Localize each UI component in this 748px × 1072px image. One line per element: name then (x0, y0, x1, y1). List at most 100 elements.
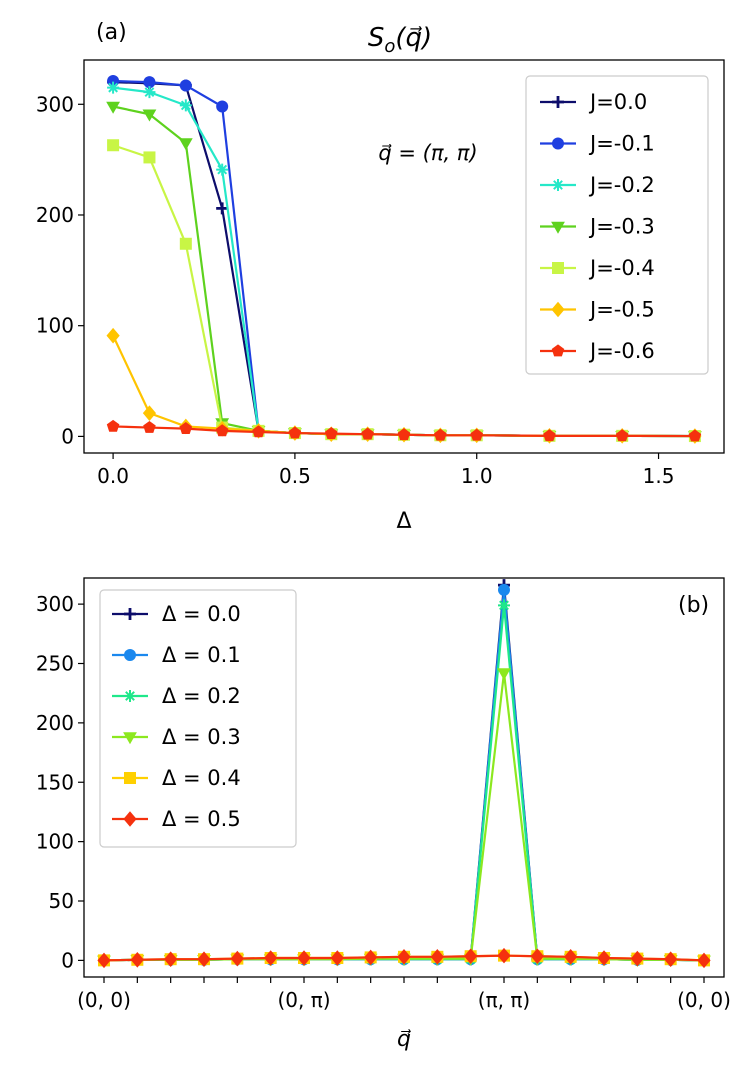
y-tick-label: 50 (49, 889, 74, 913)
data-point (564, 949, 578, 965)
panel-a-annotation: q⃗ = (π, π) (378, 141, 477, 165)
legend-marker (123, 811, 137, 827)
data-point (498, 583, 510, 596)
legend-marker (551, 301, 565, 318)
data-point (464, 948, 478, 965)
panel-b-xlabel: q⃗ (397, 1027, 411, 1052)
data-point (543, 429, 556, 442)
data-point (530, 948, 544, 965)
legend-label: J=-0.4 (588, 256, 655, 280)
legend-label: J=-0.6 (588, 339, 655, 363)
y-tick-label: 150 (36, 770, 74, 794)
y-tick-label: 300 (36, 92, 74, 116)
legend-label: J=-0.2 (588, 173, 655, 197)
x-tick-label: (0, 0) (77, 988, 131, 1012)
legend-label: Δ = 0.5 (162, 807, 241, 831)
data-point (130, 951, 144, 968)
data-point (179, 99, 192, 112)
data-point (143, 151, 156, 164)
data-point (688, 429, 702, 442)
panel-b-label: (b) (678, 593, 709, 618)
data-point (179, 237, 192, 250)
x-tick-label: 1.0 (461, 464, 493, 488)
data-point (697, 952, 711, 969)
data-point (397, 428, 411, 441)
y-tick-label: 200 (36, 711, 74, 735)
legend-marker (123, 732, 137, 745)
y-tick-label: 250 (36, 652, 74, 676)
x-tick-label: (0, π) (277, 988, 330, 1012)
panel-a-title: So(q⃗) (368, 23, 432, 57)
legend-label: J=-0.5 (588, 298, 655, 322)
data-point (106, 419, 120, 432)
panel-a-axes-frame (83, 59, 725, 454)
data-point (664, 951, 678, 967)
legend-marker (124, 690, 136, 702)
panel-a-label: (a) (96, 20, 127, 45)
data-point (497, 947, 511, 964)
legend-marker (552, 137, 564, 150)
legend-marker (552, 96, 564, 108)
legend-label: Δ = 0.2 (162, 684, 241, 708)
series-line (113, 425, 695, 438)
legend-marker (552, 262, 564, 274)
data-point (142, 405, 157, 421)
data-point (597, 950, 611, 966)
x-tick-label: (0, 0) (677, 988, 731, 1012)
x-tick-label: 0.0 (97, 464, 129, 488)
panel-b-legend-frame (99, 589, 297, 848)
data-point (498, 599, 510, 612)
data-point (216, 202, 229, 215)
data-point (97, 952, 111, 969)
panel-a-legend: J=0.0 J=-0.1 J=-0.2 J=-0.3 J=-0.4 J=-0.5 J=-0.… (525, 75, 709, 375)
legend-marker (551, 344, 565, 357)
data-point (179, 422, 193, 434)
y-tick-label: 200 (36, 203, 74, 227)
data-point (143, 76, 156, 89)
legend-marker (124, 772, 136, 784)
data-point (364, 949, 378, 966)
panel-a: (a) So(q⃗) 0 100 200 300 0.0 0.5 1.0 1.5 q⃗ = … (36, 20, 725, 534)
x-tick-label: 0.5 (279, 464, 311, 488)
data-point (216, 100, 229, 113)
data-point (179, 79, 192, 92)
data-point (142, 109, 157, 122)
data-point (106, 101, 120, 114)
data-point (330, 950, 344, 966)
legend-marker (551, 221, 565, 234)
data-point (197, 951, 211, 967)
data-point (470, 428, 483, 441)
data-point (630, 950, 644, 967)
data-point (215, 424, 229, 437)
x-tick-label: 1.5 (643, 464, 675, 488)
data-point (497, 668, 511, 681)
legend-label: Δ = 0.0 (162, 602, 241, 626)
panel-a-legend-frame (525, 75, 709, 375)
legend-label: J=-0.3 (588, 215, 655, 239)
legend-marker (124, 649, 136, 661)
data-point (264, 950, 278, 966)
legend-label: J=-0.1 (588, 132, 655, 156)
data-point (434, 428, 447, 441)
legend-label: J=0.0 (588, 90, 647, 114)
data-point (216, 163, 229, 176)
y-tick-label: 100 (36, 830, 74, 854)
data-point (107, 81, 120, 94)
data-point (107, 139, 120, 152)
y-tick-label: 100 (36, 314, 74, 338)
series-6 (97, 947, 711, 969)
data-point (615, 429, 629, 442)
panel-b-legend: Δ = 0.0 Δ = 0.1 Δ = 0.2 Δ = 0.3 Δ = 0.4 Δ = 0… (99, 589, 297, 848)
data-point (361, 427, 374, 440)
data-point (297, 950, 311, 966)
data-point (178, 138, 193, 151)
legend-label: Δ = 0.1 (162, 643, 241, 667)
series-7 (106, 419, 702, 442)
data-point (252, 425, 265, 438)
data-point (143, 86, 156, 99)
legend-marker (552, 179, 564, 191)
y-tick-label: 0 (61, 424, 74, 448)
data-point (143, 420, 156, 433)
data-point (106, 327, 120, 344)
